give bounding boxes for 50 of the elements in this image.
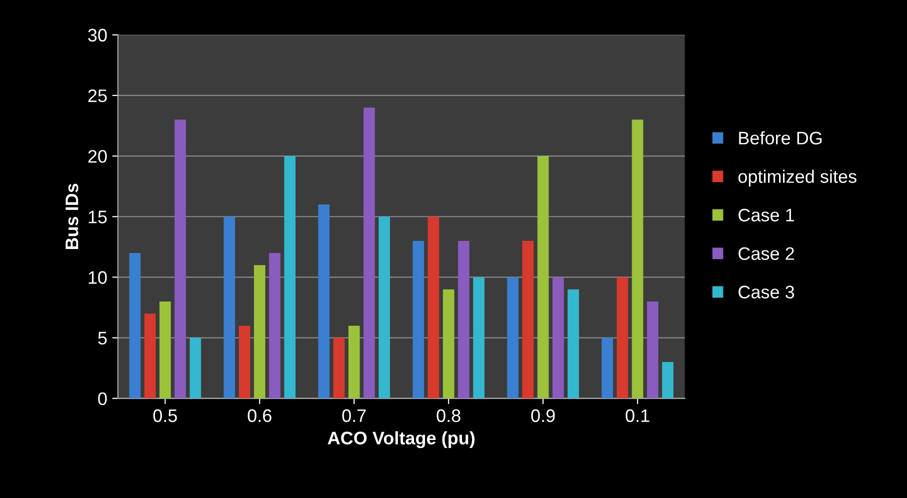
legend-label: optimized sites: [738, 170, 856, 187]
bar: [144, 314, 156, 398]
x-tick-label: 0.5: [153, 409, 177, 422]
bar: [333, 338, 345, 398]
y-tick-label: 20: [88, 150, 107, 163]
bar: [552, 277, 564, 398]
bar: [284, 156, 296, 398]
bar: [269, 252, 280, 398]
bar: [412, 240, 424, 398]
bar: [348, 326, 360, 398]
x-tick-label: 0.8: [436, 409, 460, 422]
y-axis-title: Bus IDs: [66, 184, 78, 250]
x-tick-label: 0.1: [626, 409, 650, 422]
bar: [632, 120, 644, 398]
x-tick-label: 0.9: [531, 409, 555, 422]
bar: [646, 301, 658, 398]
y-tick-label: 25: [88, 89, 107, 102]
bar: [159, 301, 171, 398]
bar: [662, 362, 674, 398]
bar: [378, 216, 390, 398]
legend-label: Case 1: [738, 208, 794, 222]
bar: [190, 338, 202, 398]
legend-label: Case 3: [738, 286, 794, 298]
bar: [224, 216, 236, 398]
bar: [238, 326, 250, 398]
bar: [428, 216, 440, 398]
bar: [364, 108, 375, 398]
legend-label: Before DG: [739, 131, 822, 144]
x-axis-title: ACO Voltage (pu): [328, 431, 475, 448]
bar: [129, 252, 141, 398]
bar: [458, 240, 470, 398]
x-tick-label: 0.6: [248, 409, 272, 422]
bar: [473, 277, 484, 398]
bar: [254, 265, 266, 398]
bar: [522, 240, 534, 398]
y-tick-label: 0: [98, 392, 107, 406]
y-tick-label: 15: [88, 210, 107, 224]
bar: [318, 204, 330, 398]
bar: [616, 277, 628, 398]
bar: [537, 156, 549, 398]
y-tick-label: 10: [88, 271, 107, 284]
legend-label: Case 2: [738, 247, 794, 260]
y-tick-label: 5: [98, 332, 107, 345]
bar: [568, 289, 579, 398]
bar: [602, 338, 613, 398]
bar: [507, 277, 518, 398]
bar: [442, 289, 454, 398]
x-tick-label: 0.7: [342, 409, 366, 422]
y-tick-label: 30: [88, 28, 107, 42]
bar: [174, 120, 186, 398]
